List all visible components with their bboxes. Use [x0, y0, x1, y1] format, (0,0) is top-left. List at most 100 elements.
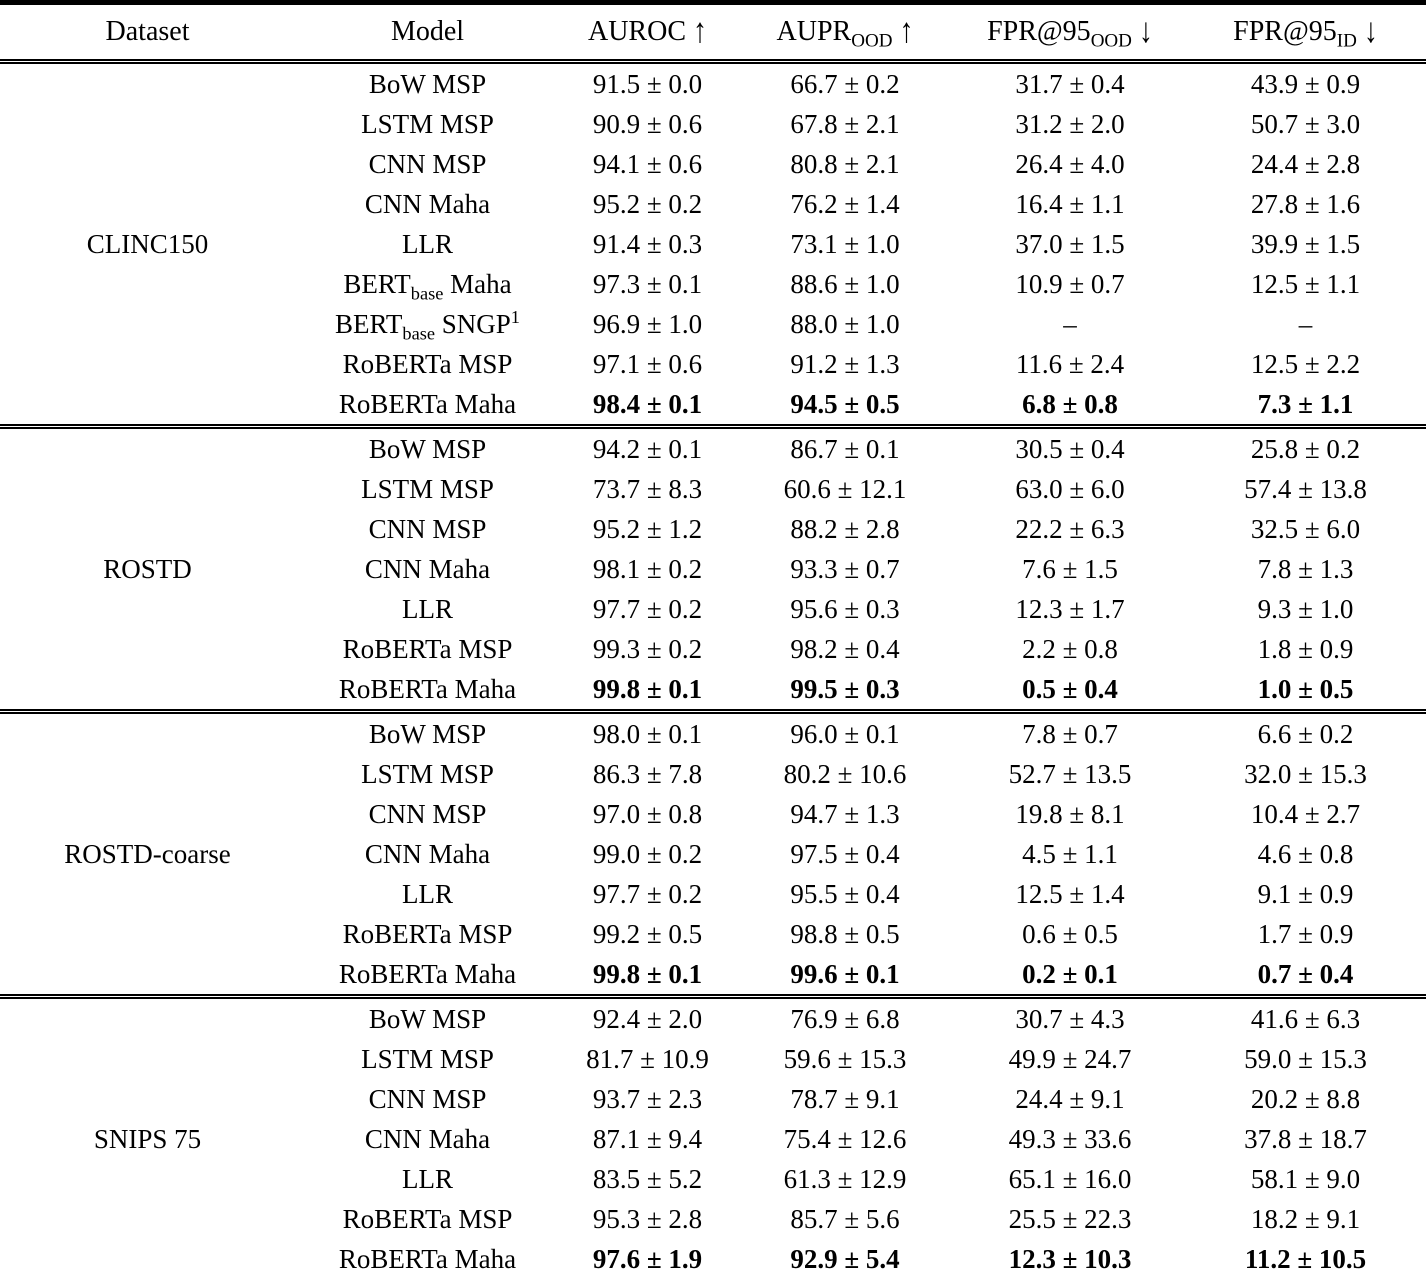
metric-value-auroc: 73.7 ± 8.3	[592, 473, 703, 504]
model-name: RoBERTa MSP	[342, 1203, 513, 1234]
table-row: CNN MSP 95.2 ± 1.2 88.2 ± 2.8 22.2 ± 6.3 32.…	[0, 509, 1426, 549]
metric-value-fpr95-id: 10.4 ± 2.7	[1250, 798, 1361, 829]
model-name: LSTM MSP	[361, 108, 494, 139]
model-name: BERTbase SNGP1	[335, 306, 520, 343]
metric-value-fpr95-ood: 24.4 ± 9.1	[1015, 1083, 1125, 1114]
metric-value-fpr95-id: 39.9 ± 1.5	[1250, 228, 1361, 259]
metric-value-fpr95-ood: 31.2 ± 2.0	[1015, 108, 1125, 139]
table-row: LSTM MSP 73.7 ± 8.3 60.6 ± 12.1 63.0 ± 6.0 5…	[0, 469, 1426, 509]
model-name: CNN MSP	[368, 798, 487, 829]
model-name: BoW MSP	[368, 718, 487, 749]
table-row: RoBERTa MSP 99.3 ± 0.2 98.2 ± 0.4 2.2 ± 0.8…	[0, 629, 1426, 669]
dataset-label: CLINC150	[0, 61, 295, 429]
metric-value-fpr95-id: 4.6 ± 0.8	[1257, 838, 1354, 869]
model-name: BoW MSP	[368, 68, 487, 99]
metric-value-auroc: 92.4 ± 2.0	[592, 1003, 703, 1034]
metric-value-fpr95-ood: 6.8 ± 0.8	[955, 384, 1185, 429]
metric-value-auroc: 96.9 ± 1.0	[592, 308, 703, 339]
metric-value-aupr-ood: 80.8 ± 2.1	[790, 148, 900, 179]
table-row: RoBERTa Maha 99.8 ± 0.1 99.6 ± 0.1 0.2 ± 0.…	[0, 954, 1426, 999]
metric-value-fpr95-id: 57.4 ± 13.8	[1244, 473, 1367, 504]
metric-value-auroc: 99.8 ± 0.1	[560, 669, 735, 714]
model-name: RoBERTa MSP	[342, 633, 513, 664]
metric-value-fpr95-id: 41.6 ± 6.3	[1250, 1003, 1361, 1034]
model-name: CNN Maha	[364, 553, 491, 584]
header-row: Dataset Model AUROC ↑ AUPROOD ↑ FPR@95OOD ↓ F…	[0, 2, 1426, 64]
metric-value-aupr-ood: 95.6 ± 0.3	[790, 593, 900, 624]
metric-value-fpr95-ood: 63.0 ± 6.0	[1015, 473, 1125, 504]
metric-value-aupr-ood: 61.3 ± 12.9	[783, 1163, 907, 1194]
metric-value-auroc: 95.2 ± 0.2	[592, 188, 703, 219]
metric-value-auroc: 98.1 ± 0.2	[592, 553, 703, 584]
model-name: CNN MSP	[368, 513, 487, 544]
metric-value-aupr-ood: 98.8 ± 0.5	[790, 918, 900, 949]
dataset-label: SNIPS 75	[93, 1123, 202, 1154]
table-row: CNN Maha 87.1 ± 9.4 75.4 ± 12.6 49.3 ± 33.6…	[0, 1119, 1426, 1159]
metric-value-fpr95-ood: 10.9 ± 0.7	[1015, 268, 1125, 299]
dataset-label: ROSTD-coarse	[0, 711, 295, 999]
metric-value-fpr95-ood: 52.7 ± 13.5	[1008, 758, 1132, 789]
metric-value-aupr-ood: 76.2 ± 1.4	[790, 188, 900, 219]
metric-value-fpr95-id: 50.7 ± 3.0	[1250, 108, 1361, 139]
metric-value-auroc: 94.1 ± 0.6	[592, 148, 703, 179]
column-header-dataset: Dataset	[0, 2, 295, 64]
metric-value-aupr-ood: 94.5 ± 0.5	[735, 384, 955, 429]
metric-value-fpr95-ood: 49.9 ± 24.7	[1008, 1043, 1132, 1074]
table-row: CNN Maha 98.1 ± 0.2 93.3 ± 0.7 7.6 ± 1.5 7.8…	[0, 549, 1426, 589]
metric-value-auroc: 97.7 ± 0.2	[592, 593, 703, 624]
metric-value-fpr95-id: 0.7 ± 0.4	[1185, 954, 1426, 999]
metric-value-fpr95-id: 1.0 ± 0.5	[1185, 669, 1426, 714]
metric-value-fpr95-ood: 2.2 ± 0.8	[1022, 633, 1118, 664]
metric-value-auroc: 97.1 ± 0.6	[592, 348, 703, 379]
model-name: CNN MSP	[368, 1083, 487, 1114]
metric-value-auroc: 97.0 ± 0.8	[592, 798, 703, 829]
metric-value-fpr95-id: 12.5 ± 1.1	[1250, 268, 1361, 299]
metric-value-fpr95-ood: 25.5 ± 22.3	[1008, 1203, 1132, 1234]
metric-value-aupr-ood: 80.2 ± 10.6	[783, 758, 907, 789]
metric-value-auroc: 95.2 ± 1.2	[592, 513, 703, 544]
metric-value-fpr95-ood: 0.6 ± 0.5	[1022, 918, 1118, 949]
model-name: LSTM MSP	[361, 1043, 494, 1074]
metric-value-fpr95-ood: 30.7 ± 4.3	[1015, 1003, 1125, 1034]
model-name: LSTM MSP	[361, 758, 494, 789]
table-row: SNIPS 75 BoW MSP 92.4 ± 2.0 76.9 ± 6.8 30.7 …	[0, 997, 1426, 1154]
metric-value-fpr95-ood: 22.2 ± 6.3	[1015, 513, 1125, 544]
metric-value-aupr-ood: 67.8 ± 2.1	[790, 108, 900, 139]
metric-value-fpr95-id: 20.2 ± 8.8	[1250, 1083, 1361, 1114]
table-row: LSTM MSP 81.7 ± 10.9 59.6 ± 15.3 49.9 ± 24.…	[0, 1039, 1426, 1079]
metric-value-fpr95-id: 37.8 ± 18.7	[1244, 1123, 1367, 1154]
metric-value-aupr-ood: 99.6 ± 0.1	[735, 954, 955, 999]
metric-value-auroc: 90.9 ± 0.6	[592, 108, 703, 139]
metric-value-auroc: 98.4 ± 0.1	[560, 384, 735, 429]
metric-value-fpr95-id: 27.8 ± 1.6	[1250, 188, 1361, 219]
metric-value-auroc: 95.3 ± 2.8	[592, 1203, 703, 1234]
metric-value-aupr-ood: 88.2 ± 2.8	[790, 513, 900, 544]
model-name: BoW MSP	[368, 433, 487, 464]
table-row: ROSTD-coarse BoW MSP 98.0 ± 0.1 96.0 ± 0.1 7…	[0, 711, 1426, 999]
metric-value-aupr-ood: 95.5 ± 0.4	[790, 878, 900, 909]
table-row: BERTbase SNGP1 96.9 ± 1.0 88.0 ± 1.0 – –	[0, 304, 1426, 344]
column-header-fpr95-id: FPR@95ID ↓	[1185, 2, 1426, 64]
model-name: BERTbase Maha	[343, 268, 512, 303]
metric-value-fpr95-ood: 16.4 ± 1.1	[1015, 188, 1125, 219]
table-row: RoBERTa Maha 97.6 ± 1.9 92.9 ± 5.4 12.3 ± 1…	[0, 1239, 1426, 1276]
model-name: RoBERTa MSP	[342, 918, 513, 949]
metric-value-fpr95-id: 6.6 ± 0.2	[1257, 718, 1354, 749]
table-row: LLR 91.4 ± 0.3 73.1 ± 1.0 37.0 ± 1.5 39.9 ± …	[0, 224, 1426, 264]
metric-value-aupr-ood: 85.7 ± 5.6	[790, 1203, 900, 1234]
metric-value-fpr95-ood: 4.5 ± 1.1	[1022, 838, 1118, 869]
metric-value-aupr-ood: 96.0 ± 0.1	[790, 718, 900, 749]
model-name: CNN Maha	[364, 838, 491, 869]
metric-value-auroc: 83.5 ± 5.2	[592, 1163, 703, 1194]
table-row: LLR 97.7 ± 0.2 95.6 ± 0.3 12.3 ± 1.7 9.3 ± 1…	[0, 589, 1426, 629]
metric-value-aupr-ood: 73.1 ± 1.0	[790, 228, 900, 259]
metric-value-fpr95-id: 32.0 ± 15.3	[1244, 758, 1367, 789]
metric-value-fpr95-id: 12.5 ± 2.2	[1250, 348, 1361, 379]
table-body: CLINC150 BoW MSP 91.5 ± 0.0 66.7 ± 0.2 31.7 …	[0, 61, 1426, 1276]
metric-value-fpr95-id: 7.8 ± 1.3	[1257, 553, 1354, 584]
metric-value-aupr-ood: 97.5 ± 0.4	[790, 838, 900, 869]
metric-value-auroc: 81.7 ± 10.9	[586, 1043, 709, 1074]
metric-value-fpr95-ood: 19.8 ± 8.1	[1015, 798, 1125, 829]
metric-value-fpr95-ood: 11.6 ± 2.4	[1015, 348, 1125, 379]
